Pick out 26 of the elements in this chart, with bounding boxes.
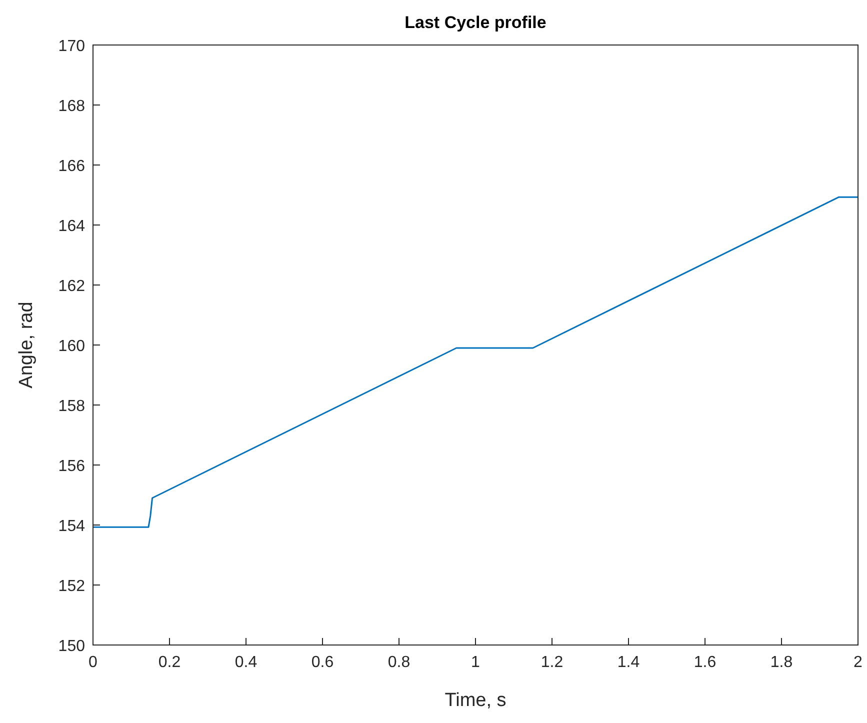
y-tick-label: 166 xyxy=(58,158,86,175)
x-tick-label: 0.6 xyxy=(311,654,334,671)
y-tick-label: 158 xyxy=(58,398,86,415)
x-tick-label: 0.8 xyxy=(388,654,410,671)
y-tick-label: 164 xyxy=(58,218,86,235)
y-tick-label: 170 xyxy=(58,38,86,55)
y-tick-label: 160 xyxy=(58,338,86,355)
x-tick-label: 1.2 xyxy=(540,654,564,671)
y-tick-label: 150 xyxy=(58,638,86,655)
chart-title: Last Cycle profile xyxy=(404,13,546,32)
x-axis-title: Time, s xyxy=(444,690,506,711)
x-tick-label: 0 xyxy=(88,654,98,671)
y-tick-label: 156 xyxy=(58,458,86,475)
line-series xyxy=(92,196,859,528)
x-tick-label: 0.4 xyxy=(234,654,258,671)
x-tick-label: 1.8 xyxy=(770,654,793,671)
x-tick-label: 0.2 xyxy=(158,654,181,671)
x-tick-label: 1.4 xyxy=(617,654,640,671)
x-tick-label: 1 xyxy=(471,654,480,671)
x-tick-label: 1.6 xyxy=(694,654,716,671)
y-tick-label: 162 xyxy=(58,278,86,295)
x-tick-label: 2 xyxy=(854,654,863,671)
y-axis-title: Angle, rad xyxy=(16,302,37,388)
y-tick-label: 154 xyxy=(58,518,86,535)
y-tick-label: 152 xyxy=(58,578,86,595)
y-tick-label: 168 xyxy=(58,98,86,115)
